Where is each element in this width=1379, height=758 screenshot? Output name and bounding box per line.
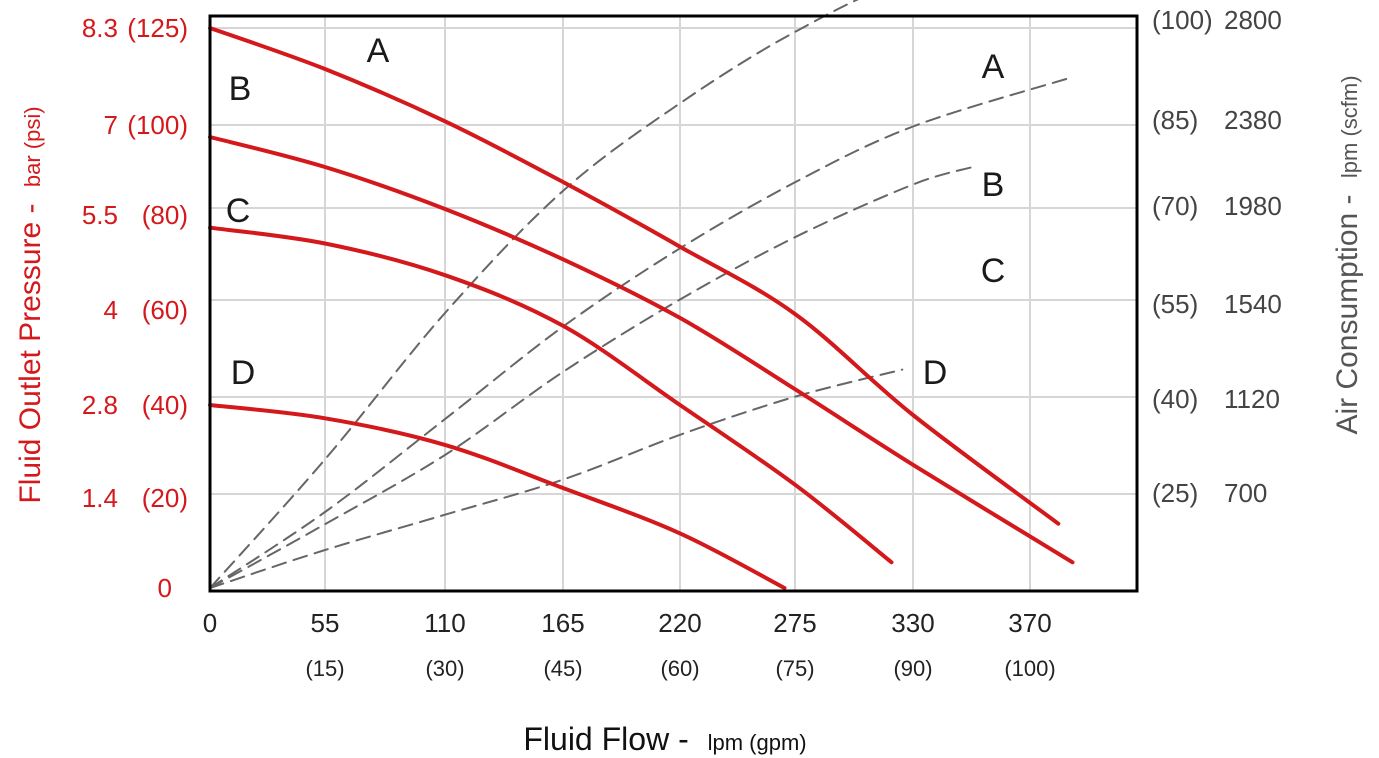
x-tick-gpm: (60) (660, 656, 699, 681)
y-axis-right-unit: lpm (scfm) (1337, 75, 1362, 178)
air-curve-a (210, 0, 1073, 588)
y-left-tick-label: 1.4 (82, 483, 118, 513)
x-axis-title: Fluid Flow - (523, 721, 688, 757)
x-axis-ticks: 0 55 110 165 220 275 330 370 (15) (30) (45) (60) (75… (203, 608, 1056, 681)
y-right-tick-scfm: (40) (1152, 384, 1198, 414)
grid (210, 16, 1137, 591)
left-axis-ticks: 8.3 (125) 7 (100) 5.5 (80) 4 (60) 2.8 (40) 1.4 (20)… (82, 13, 188, 603)
y-right-tick-lpm: 2380 (1224, 105, 1282, 135)
y-left-tick-label: 7 (104, 110, 118, 140)
y-axis-left-label: Fluid Outlet Pressure - bar (psi) (14, 106, 47, 503)
y-right-tick-lpm: 1120 (1224, 384, 1280, 414)
y-left-tick-label: 8.3 (82, 13, 118, 43)
y-left-tick-psi: (20) (142, 483, 188, 513)
y-right-tick-scfm: (100) (1152, 5, 1213, 35)
y-right-tick-lpm: 1980 (1224, 191, 1282, 221)
y-left-tick-psi: (80) (142, 200, 188, 230)
plot-frame (210, 16, 1137, 591)
x-tick-gpm: (30) (425, 656, 464, 681)
x-tick-lpm: 0 (203, 608, 217, 638)
y-left-tick-bar: 0 (158, 573, 172, 603)
y-left-tick-label: 4 (104, 295, 118, 325)
x-tick-lpm: 55 (311, 608, 340, 638)
x-tick-lpm: 370 (1008, 608, 1051, 638)
air-curve-label-a: A (982, 48, 1005, 86)
x-axis-label: Fluid Flow - lpm (gpm) (523, 721, 806, 757)
pressure-curve-d (210, 405, 785, 588)
pressure-curve-label-b: B (229, 70, 252, 108)
y-right-tick-scfm: (25) (1152, 478, 1198, 508)
x-tick-gpm: (100) (1004, 656, 1055, 681)
y-axis-right-label: Air Consumption - lpm (scfm) (1331, 75, 1364, 434)
air-curve-label-c: C (981, 252, 1006, 290)
y-right-tick-lpm: 2800 (1224, 5, 1282, 35)
y-left-tick-label: 2.8 (82, 390, 118, 420)
x-axis-unit: lpm (gpm) (708, 730, 807, 755)
pressure-curve-b (210, 137, 1073, 562)
air-curve-label-d: D (923, 354, 948, 392)
y-left-tick-bar: 7 (104, 110, 118, 140)
y-left-tick-psi: (60) (142, 295, 188, 325)
air-consumption-curves (210, 0, 1073, 588)
y-right-tick-scfm: (55) (1152, 289, 1198, 319)
y-left-tick-psi: (125) (127, 13, 188, 43)
y-axis-left-title: Fluid Outlet Pressure - (14, 203, 47, 503)
x-tick-lpm: 165 (541, 608, 584, 638)
y-left-tick-label: 5.5 (82, 200, 118, 230)
pressure-curve-label-d: D (231, 354, 256, 392)
air-curve-d (210, 370, 902, 588)
pressure-curve-c (210, 228, 892, 563)
x-tick-gpm: (75) (775, 656, 814, 681)
x-tick-gpm: (45) (543, 656, 582, 681)
x-tick-lpm: 330 (891, 608, 934, 638)
y-left-tick-bar: 4 (104, 295, 118, 325)
y-left-tick-bar: 8.3 (82, 13, 118, 43)
x-tick-gpm: (15) (305, 656, 344, 681)
x-tick-gpm: (90) (893, 656, 932, 681)
air-curve-label-b: B (982, 166, 1005, 204)
y-right-tick-lpm: 1540 (1224, 289, 1282, 319)
pressure-curves (210, 28, 1073, 588)
right-axis-ticks: (100) 2800 (85) 2380 (70) 1980 (55) 1540 (40) 112… (1152, 5, 1282, 508)
y-axis-right-title: Air Consumption - (1331, 194, 1364, 434)
y-left-tick-bar: 1.4 (82, 483, 118, 513)
y-left-tick-psi: (100) (127, 110, 188, 140)
y-left-tick-bar: 5.5 (82, 200, 118, 230)
x-tick-lpm: 275 (773, 608, 816, 638)
pressure-curve-label-c: C (226, 192, 251, 230)
pressure-curve-label-a: A (367, 32, 390, 70)
x-tick-lpm: 220 (658, 608, 701, 638)
y-right-tick-scfm: (85) (1152, 105, 1198, 135)
x-tick-lpm: 110 (424, 608, 465, 638)
air-curve-b (210, 77, 1073, 588)
y-right-tick-lpm: 700 (1224, 478, 1267, 508)
y-left-tick-bar: 2.8 (82, 390, 118, 420)
y-left-tick-label: 0 (158, 573, 172, 603)
pressure-curve-a (210, 28, 1058, 524)
y-left-tick-psi: (40) (142, 390, 188, 420)
y-right-tick-scfm: (70) (1152, 191, 1198, 221)
y-axis-left-unit: bar (psi) (20, 106, 45, 187)
